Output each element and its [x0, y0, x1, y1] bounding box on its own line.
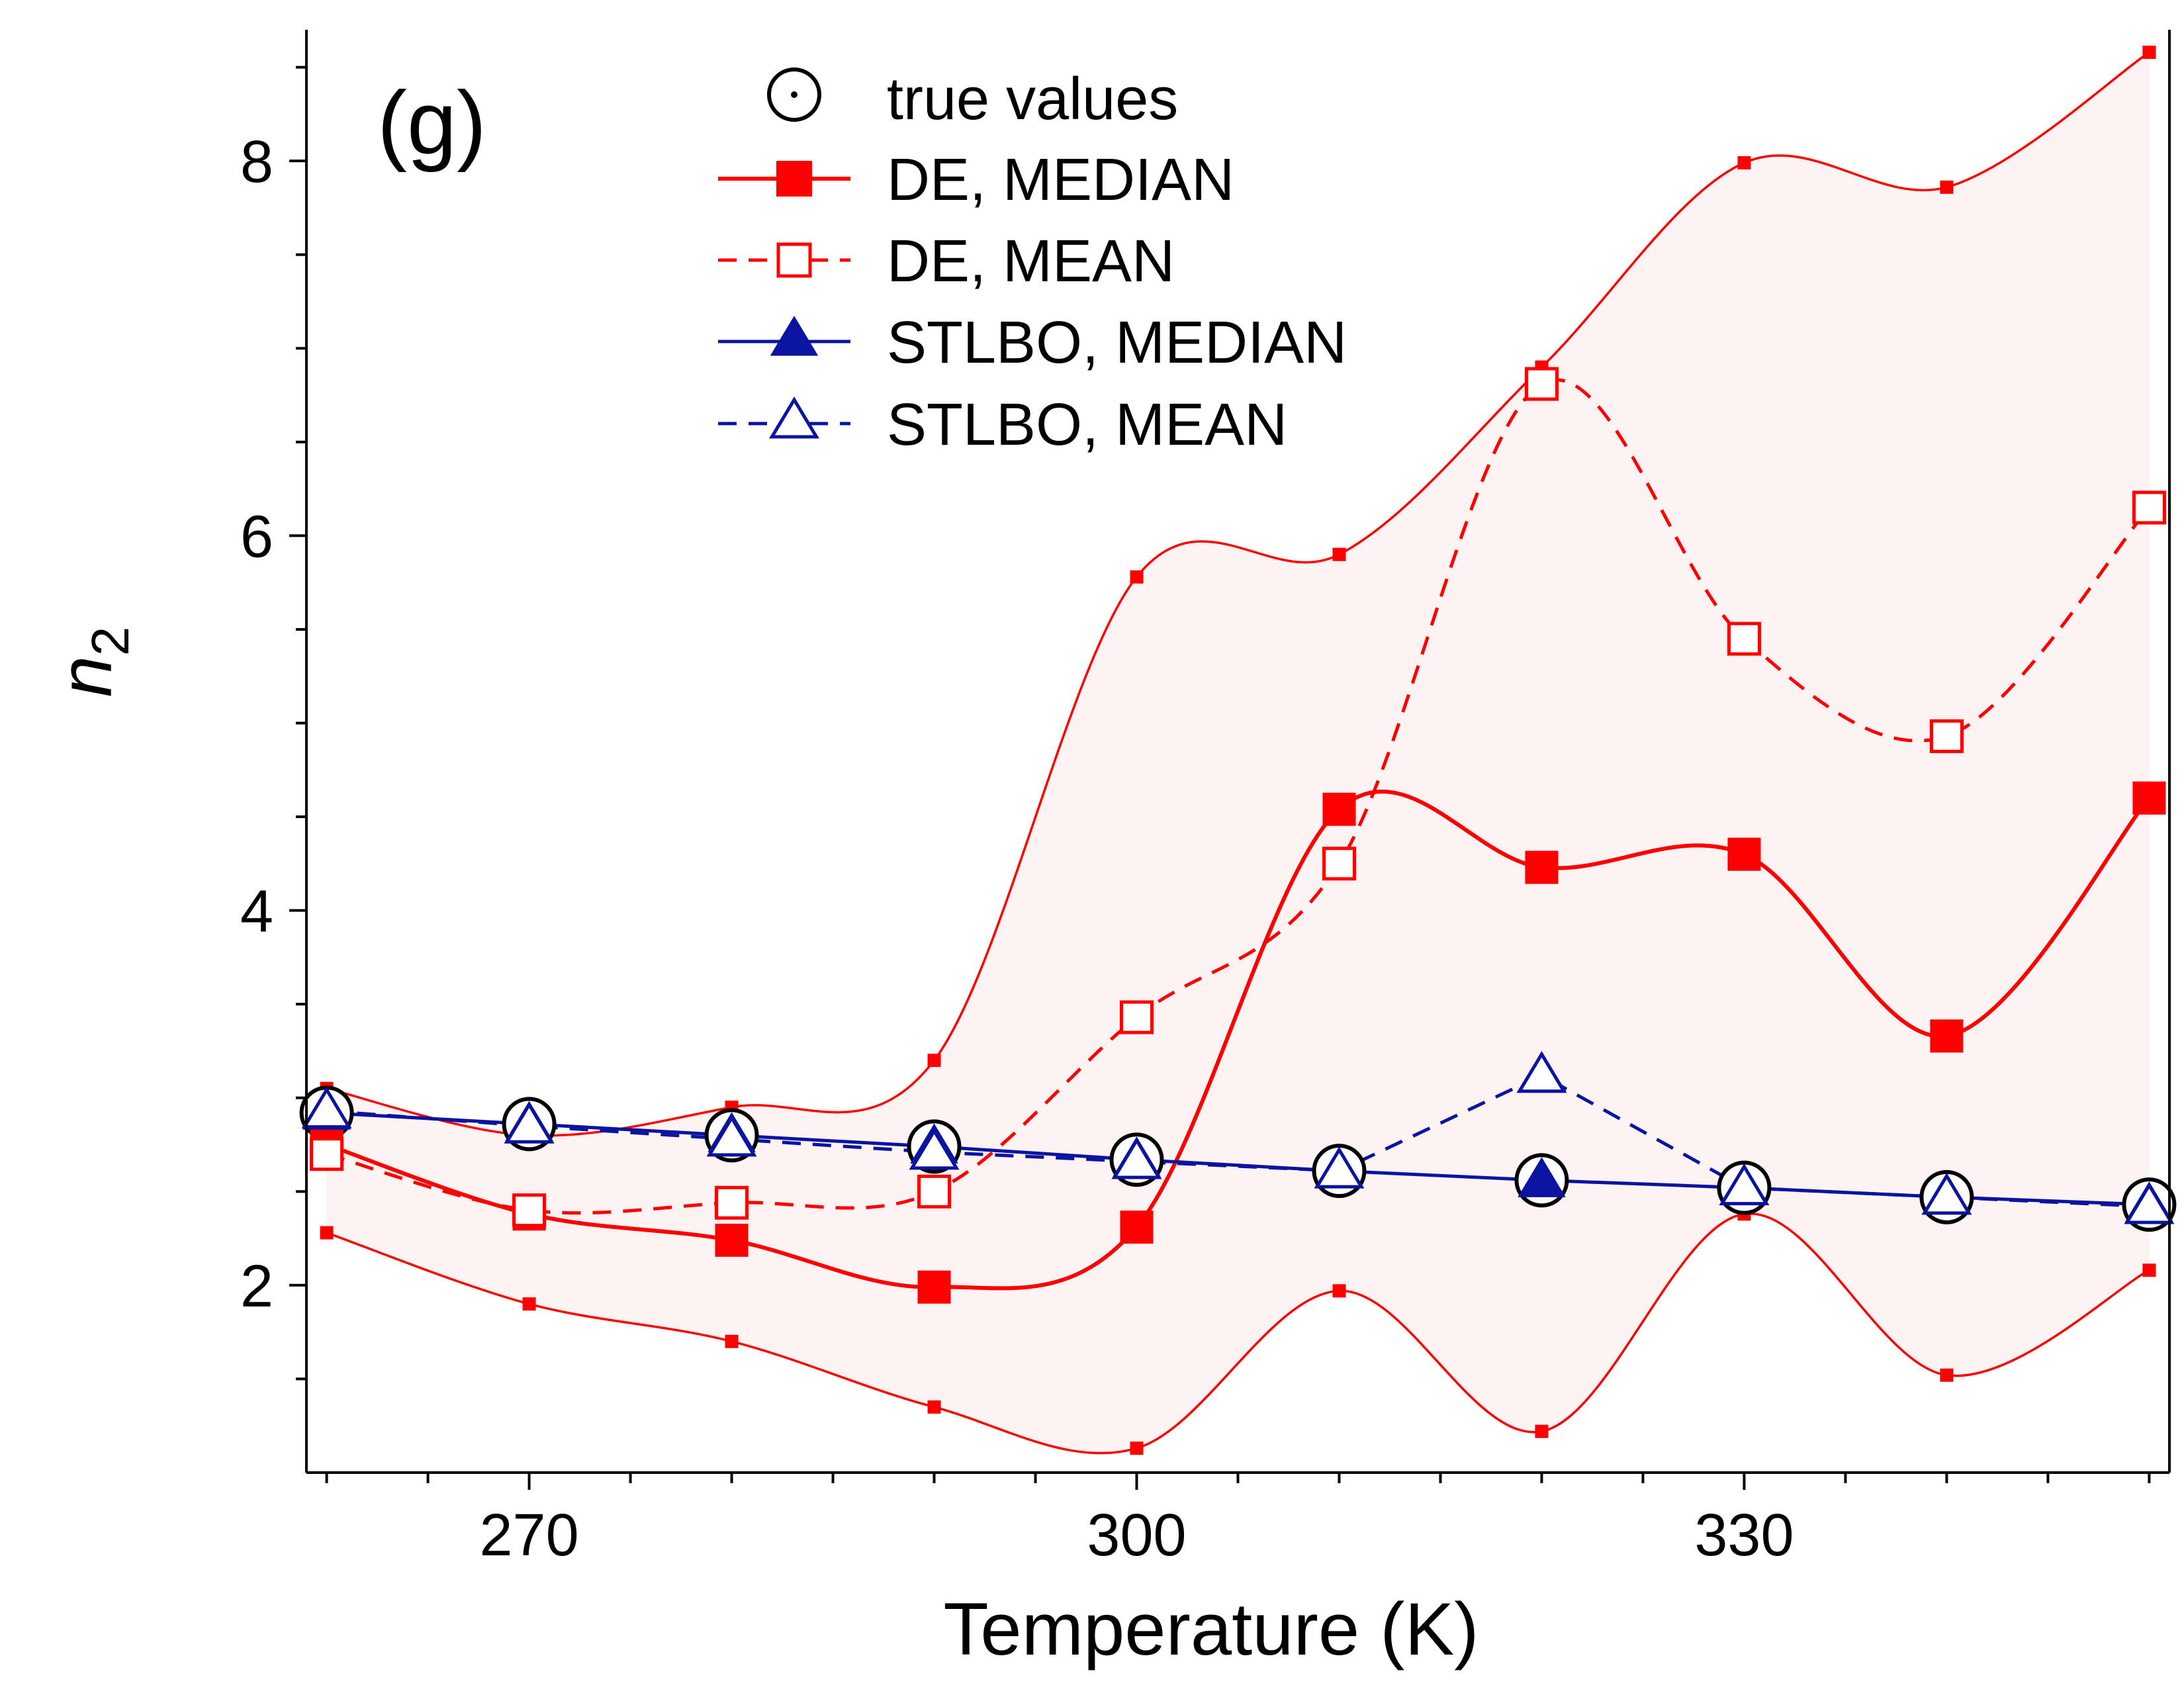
band-upper-point — [1940, 180, 1954, 194]
series-de-median-point — [1727, 837, 1761, 871]
y-tick-label: 2 — [240, 1254, 273, 1320]
series-stlbo-mean-point — [706, 1115, 757, 1157]
series-de-mean-point — [1322, 846, 1356, 881]
band-upper-point — [1332, 547, 1346, 561]
legend-label: DE, MEDIAN — [887, 147, 1234, 213]
band-lower-line — [326, 1212, 2150, 1455]
x-axis-title: Temperature (K) — [943, 1588, 1479, 1670]
band-lower-point — [320, 1226, 334, 1240]
series-de-median-point — [1525, 850, 1559, 884]
series-stlbo-mean-point — [301, 1086, 352, 1129]
y-tick-label: 8 — [240, 129, 273, 195]
band-upper-point — [927, 1054, 941, 1068]
y-axis-title-symbol: n — [44, 656, 127, 697]
series-de-mean-point — [715, 1185, 749, 1220]
legend-label: STLBO, MEAN — [887, 392, 1287, 458]
band-upper-point — [1130, 570, 1144, 584]
legend-stlbo-mean-marker — [768, 396, 820, 439]
band-lower-point — [522, 1297, 536, 1311]
series-de-mean-point — [512, 1193, 547, 1228]
legend-de-median-marker — [776, 161, 812, 197]
legend-true-values-marker-dot — [791, 91, 797, 98]
series-de-mean-point — [310, 1137, 344, 1171]
y-tick-label: 6 — [240, 504, 273, 570]
series-stlbo-median-line — [326, 1111, 2150, 1207]
band-lower-point — [1940, 1368, 1954, 1382]
series-stlbo-mean-point — [504, 1101, 555, 1144]
series-stlbo-mean-point — [1719, 1163, 1770, 1206]
series-de-median-point — [715, 1223, 749, 1257]
y-axis-title: n2 — [44, 627, 140, 698]
series-de-mean-point — [1727, 621, 1761, 656]
legend-label: DE, MEAN — [887, 228, 1175, 295]
band-upper-point — [1737, 156, 1751, 170]
band-upper-line — [326, 51, 2150, 1137]
series-de-median-point — [1322, 792, 1356, 826]
series-de-mean-point — [2132, 490, 2166, 525]
series-de-median-point — [1930, 1019, 1964, 1053]
band-upper-point — [2142, 45, 2156, 59]
series-stlbo-mean-point — [1314, 1146, 1365, 1189]
x-tick-label: 300 — [1087, 1502, 1186, 1569]
legend-de-mean-marker — [776, 242, 812, 278]
series-de-mean-point — [1524, 367, 1559, 401]
series-de-median-point — [2132, 781, 2166, 815]
series-de-mean-point — [917, 1174, 952, 1209]
series-stlbo-mean-point — [1516, 1050, 1567, 1093]
x-tick-label: 330 — [1694, 1502, 1794, 1569]
series-de-mean-point — [1929, 719, 1964, 753]
band-lower-point — [725, 1334, 739, 1348]
band-fill — [326, 52, 2150, 1453]
band-lower-point — [2142, 1263, 2156, 1277]
x-tick-label: 270 — [479, 1502, 578, 1569]
legend-label: STLBO, MEDIAN — [887, 310, 1347, 376]
series-stlbo-mean-point — [1921, 1172, 1972, 1215]
series-stlbo-median-point — [1518, 1157, 1566, 1197]
band-lower-point — [1332, 1284, 1346, 1298]
panel-label: (g) — [377, 73, 486, 173]
series-stlbo-mean-point — [1111, 1137, 1162, 1179]
band-lower-point — [1130, 1441, 1144, 1455]
y-axis-title-subscript: 2 — [81, 627, 140, 657]
series-stlbo-mean-line — [326, 1073, 2150, 1209]
band-lower-point — [1535, 1424, 1549, 1438]
series-de-median-point — [1120, 1211, 1154, 1244]
legend-label: true values — [887, 66, 1178, 132]
series-de-mean-point — [1120, 1000, 1154, 1034]
y-tick-label: 4 — [240, 879, 273, 945]
series-de-median-line — [326, 790, 2151, 1291]
series-stlbo-mean-point — [909, 1128, 960, 1170]
legend-stlbo-median-marker — [770, 316, 819, 356]
series-de-median-point — [917, 1270, 951, 1304]
band-lower-point — [927, 1400, 941, 1414]
series-stlbo-mean-point — [2124, 1182, 2175, 1224]
